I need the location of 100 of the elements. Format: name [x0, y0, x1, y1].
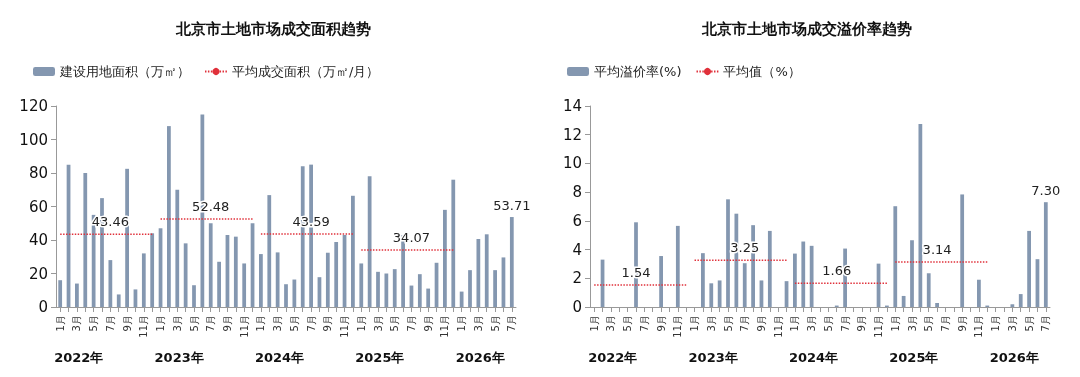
bar [451, 179, 456, 307]
bar [960, 194, 965, 307]
y-tick-label: 6 [572, 211, 582, 230]
bar [359, 263, 364, 307]
bar [767, 230, 772, 307]
bar [267, 195, 272, 307]
y-tick-label: 20 [28, 264, 48, 283]
x-tick-label: 5月 [288, 315, 300, 332]
bar [334, 242, 339, 307]
x-tick-label: 1月 [255, 315, 267, 332]
data-label: 34.07 [392, 229, 431, 245]
x-tick-label: 11月 [138, 315, 150, 338]
x-tick-label: 7月 [939, 315, 951, 332]
bar [1027, 230, 1031, 307]
bar [376, 271, 380, 307]
bar [242, 263, 247, 307]
x-tick-label: 11月 [439, 315, 451, 338]
y-tick-label: 2 [572, 269, 582, 288]
bar [701, 253, 705, 307]
x-tick-label: 7月 [305, 315, 317, 332]
bar [459, 291, 464, 307]
y-tick-label: 14 [562, 97, 582, 115]
x-tick-label: 5月 [822, 315, 834, 332]
bar [384, 273, 389, 307]
x-tick-label: 9月 [755, 315, 767, 332]
x-tick-label: 5月 [1023, 315, 1035, 332]
bar [742, 263, 747, 307]
x-tick-label: 9月 [422, 315, 434, 332]
x-tick-label: 11月 [772, 315, 784, 338]
bar [901, 295, 906, 307]
y-tick-label: 0 [572, 298, 582, 316]
y-tick-label: 80 [28, 164, 48, 182]
x-tick-label: 7月 [405, 315, 417, 332]
bar [1043, 202, 1048, 307]
bar [926, 273, 931, 307]
x-tick-label: 9月 [856, 315, 868, 332]
bar [476, 239, 481, 307]
bar [116, 294, 121, 307]
x-tick-label: 5月 [389, 315, 401, 332]
x-tick-label: 3月 [1006, 315, 1018, 332]
bar [484, 234, 489, 307]
x-tick-label: 7月 [839, 315, 851, 332]
x-tick-label: 3月 [806, 315, 818, 332]
data-label: 53.71 [493, 198, 531, 214]
x-tick-label: 3月 [705, 315, 717, 332]
x-tick-label: 1月 [789, 315, 801, 332]
x-tick-label: 3月 [906, 315, 918, 332]
bar [392, 269, 397, 307]
x-tick-label: 1月 [889, 315, 901, 332]
bar [108, 260, 113, 307]
bar [150, 233, 155, 307]
y-tick-label: 120 [19, 97, 48, 115]
bar [192, 285, 196, 307]
text: 2022年 [588, 350, 638, 365]
bar [918, 124, 923, 307]
x-tick-label: 3月 [272, 315, 284, 332]
x-tick-label: 11月 [339, 315, 351, 338]
text: 2023年 [688, 350, 738, 365]
bar [709, 283, 714, 307]
bar [351, 195, 355, 307]
x-tick-label: 1月 [456, 315, 468, 332]
x-tick-label: 11月 [672, 315, 684, 338]
x-tick-label: 11月 [973, 315, 985, 338]
x-tick-label: 5月 [88, 315, 100, 332]
bar [175, 189, 180, 307]
x-tick-label: 1月 [54, 315, 66, 332]
data-label: 52.48 [192, 199, 230, 215]
x-tick-label: 5月 [489, 315, 501, 332]
x-tick-label: 5月 [923, 315, 935, 332]
bar [726, 199, 730, 307]
bar [208, 223, 213, 307]
bar [259, 254, 263, 307]
bar [717, 280, 722, 307]
bar [217, 261, 221, 307]
x-tick-label: 11月 [873, 315, 885, 338]
x-tick-label: 1月 [990, 315, 1002, 332]
bar [275, 252, 280, 307]
bar [183, 243, 188, 307]
x-tick-label: 3月 [171, 315, 183, 332]
x-tick-label: 5月 [188, 315, 200, 332]
x-tick-label: 9月 [121, 315, 133, 332]
y-tick-label: 10 [562, 154, 582, 173]
text: 2026年 [989, 350, 1039, 365]
bar [417, 274, 422, 307]
bar [793, 253, 797, 307]
bar [977, 279, 981, 307]
x-tick-label: 1月 [155, 315, 167, 332]
bar [75, 283, 79, 307]
text: 2023年 [154, 350, 204, 365]
bar [509, 217, 514, 307]
x-tick-label: 7月 [739, 315, 751, 332]
x-tick-label: 5月 [622, 315, 634, 332]
bar [367, 176, 372, 307]
x-tick-label: 9月 [655, 315, 667, 332]
text: 2024年 [788, 350, 839, 365]
x-tick-label: 9月 [956, 315, 968, 332]
bar [675, 225, 680, 307]
bar [58, 280, 63, 307]
y-tick-label: 12 [562, 125, 582, 144]
x-tick-label: 3月 [71, 315, 83, 332]
